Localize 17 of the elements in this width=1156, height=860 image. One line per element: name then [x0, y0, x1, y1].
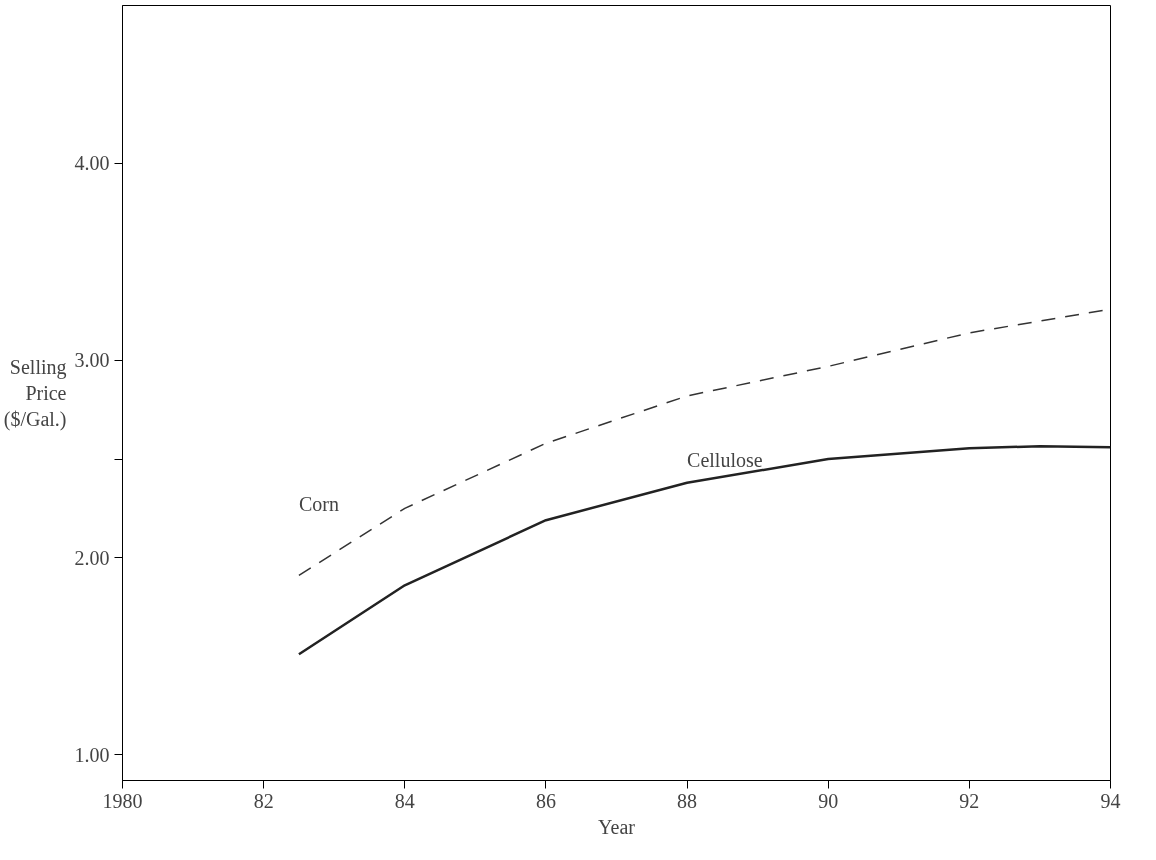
- x-axis-title: Year: [598, 815, 636, 838]
- x-tick-label: 84: [394, 789, 415, 812]
- y-tick-label: 1.00: [74, 743, 110, 766]
- x-tick-label: 82: [253, 789, 274, 812]
- y-tick-label: 3.00: [74, 349, 110, 372]
- x-tick-label: 92: [959, 789, 980, 812]
- x-tick-label: 90: [818, 789, 839, 812]
- x-tick-label: 94: [1100, 789, 1121, 812]
- series-label: Corn: [298, 493, 339, 516]
- x-tick-label: 1980: [102, 789, 143, 812]
- x-tick-label: 86: [535, 789, 556, 812]
- y-tick-label: 2.00: [74, 546, 110, 569]
- x-tick-label: 88: [677, 789, 698, 812]
- line-series: [297, 444, 1111, 656]
- y-tick-label: 4.00: [74, 152, 110, 175]
- y-axis-title: Selling Price ($/Gal.): [3, 355, 67, 432]
- series-label: Cellulose: [687, 448, 763, 471]
